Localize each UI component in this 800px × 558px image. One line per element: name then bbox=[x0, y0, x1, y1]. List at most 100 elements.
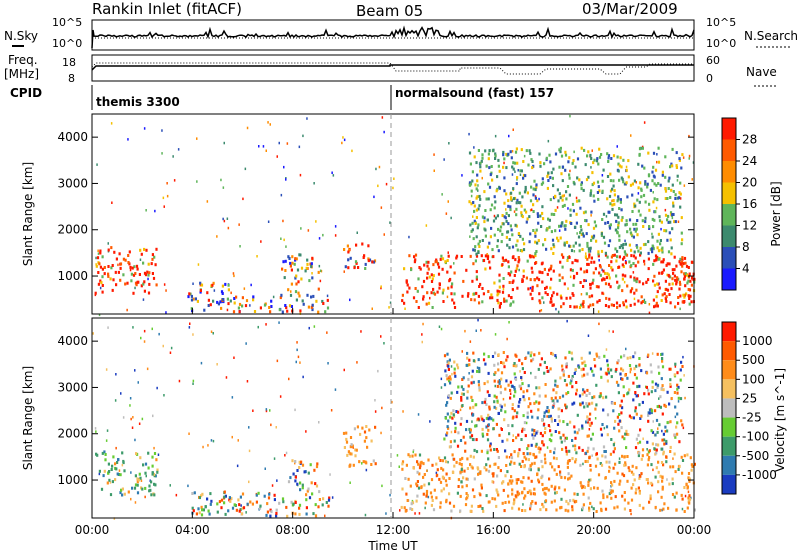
scatter-cell bbox=[103, 469, 106, 473]
scatter-cell bbox=[527, 384, 530, 388]
scatter-cell bbox=[582, 388, 585, 392]
scatter-cell bbox=[599, 394, 602, 398]
scatter-cell bbox=[675, 164, 678, 168]
scatter-cell bbox=[464, 441, 467, 445]
scatter-cell bbox=[268, 492, 271, 496]
scatter-cell bbox=[222, 217, 224, 221]
scatter-cell bbox=[448, 375, 452, 379]
scatter-cell bbox=[598, 271, 601, 275]
scatter-cell bbox=[602, 445, 606, 449]
scatter-cell bbox=[560, 224, 563, 228]
scatter-cell bbox=[100, 281, 103, 285]
scatter-cell bbox=[299, 253, 302, 257]
scatter-cell bbox=[527, 444, 530, 448]
scatter-cell bbox=[615, 380, 619, 384]
scatter-cell bbox=[587, 434, 590, 438]
scatter-cell bbox=[533, 432, 536, 436]
scatter-cell bbox=[287, 480, 291, 484]
scatter-cell bbox=[640, 295, 643, 299]
scatter-cell bbox=[115, 467, 118, 471]
scatter-cell bbox=[488, 166, 491, 170]
scatter-cell bbox=[617, 197, 620, 201]
scatter-cell bbox=[674, 278, 677, 282]
scatter-cell bbox=[466, 390, 469, 394]
scatter-cell bbox=[471, 438, 475, 441]
colorbar-tick-label: 500 bbox=[742, 353, 765, 367]
scatter-cell bbox=[457, 385, 460, 389]
scatter-cell bbox=[558, 224, 561, 228]
scatter-cell bbox=[554, 354, 557, 358]
scatter-cell bbox=[687, 476, 690, 480]
scatter-cell bbox=[544, 287, 547, 290]
scatter-cell bbox=[664, 404, 667, 408]
scatter-cell bbox=[295, 274, 298, 278]
scatter-cell bbox=[591, 369, 594, 373]
scatter-cell bbox=[501, 501, 504, 505]
scatter-cell bbox=[595, 159, 599, 163]
scatter-cell bbox=[252, 295, 255, 299]
scatter-cell bbox=[389, 301, 392, 304]
scatter-cell bbox=[691, 464, 694, 468]
scatter-cell bbox=[645, 385, 648, 389]
scatter-cell bbox=[571, 268, 574, 272]
scatter-cell bbox=[353, 266, 356, 270]
scatter-cell bbox=[608, 224, 611, 228]
scatter-cell bbox=[508, 321, 510, 324]
scatter-cell bbox=[210, 499, 213, 503]
scatter-cell bbox=[543, 162, 546, 166]
scatter-cell bbox=[686, 506, 689, 510]
scatter-cell bbox=[612, 199, 615, 202]
scatter-cell bbox=[585, 420, 588, 424]
scatter-cell bbox=[469, 435, 472, 439]
scatter-cell bbox=[452, 504, 456, 508]
cpid-label: CPID bbox=[10, 86, 42, 100]
scatter-cell bbox=[582, 300, 585, 304]
scatter-cell bbox=[508, 456, 511, 459]
scatter-cell bbox=[601, 268, 603, 272]
scatter-cell bbox=[640, 188, 643, 192]
scatter-cell bbox=[578, 394, 582, 398]
scatter-cell bbox=[289, 476, 292, 480]
scatter-cell bbox=[673, 274, 676, 278]
scatter-cell bbox=[602, 493, 605, 497]
scatter-cell bbox=[619, 372, 622, 376]
scatter-cell bbox=[449, 381, 452, 385]
scatter-cell bbox=[590, 166, 592, 169]
scatter-cell bbox=[627, 175, 630, 179]
scatter-cell bbox=[541, 296, 544, 300]
scatter-cell bbox=[456, 366, 460, 370]
scatter-cell bbox=[365, 461, 368, 465]
scatter-cell bbox=[331, 496, 334, 499]
scatter-cell bbox=[352, 463, 355, 467]
scatter-cell bbox=[439, 257, 442, 261]
scatter-cell bbox=[633, 202, 636, 206]
scatter-cell bbox=[547, 139, 550, 143]
scatter-cell bbox=[539, 508, 542, 512]
scatter-cell bbox=[130, 471, 132, 474]
scatter-cell bbox=[472, 201, 475, 204]
scatter-cell bbox=[549, 267, 552, 271]
scatter-cell bbox=[481, 427, 484, 431]
scatter-cell bbox=[543, 411, 546, 415]
scatter-cell bbox=[477, 380, 480, 384]
scatter-cell bbox=[619, 479, 622, 483]
scatter-cell bbox=[518, 258, 521, 262]
scatter-cell bbox=[198, 511, 201, 515]
scatter-cell bbox=[656, 255, 659, 259]
scatter-cell bbox=[612, 303, 615, 307]
scatter-cell bbox=[130, 279, 133, 283]
scatter-cell bbox=[530, 351, 533, 355]
scatter-cell bbox=[666, 218, 669, 222]
scatter-cell bbox=[427, 301, 431, 305]
scatter-cell bbox=[435, 258, 438, 262]
scatter-cell bbox=[608, 264, 611, 267]
scatter-cell bbox=[677, 396, 680, 400]
scatter-cell bbox=[450, 509, 453, 513]
scatter-cell bbox=[687, 266, 690, 269]
scatter-cell bbox=[536, 212, 539, 216]
scatter-cell bbox=[571, 402, 574, 406]
cpid-mode-2: normalsound (fast) 157 bbox=[395, 86, 554, 100]
scatter-cell bbox=[207, 509, 210, 513]
scatter-cell bbox=[565, 436, 568, 440]
scatter-cell bbox=[270, 299, 273, 303]
